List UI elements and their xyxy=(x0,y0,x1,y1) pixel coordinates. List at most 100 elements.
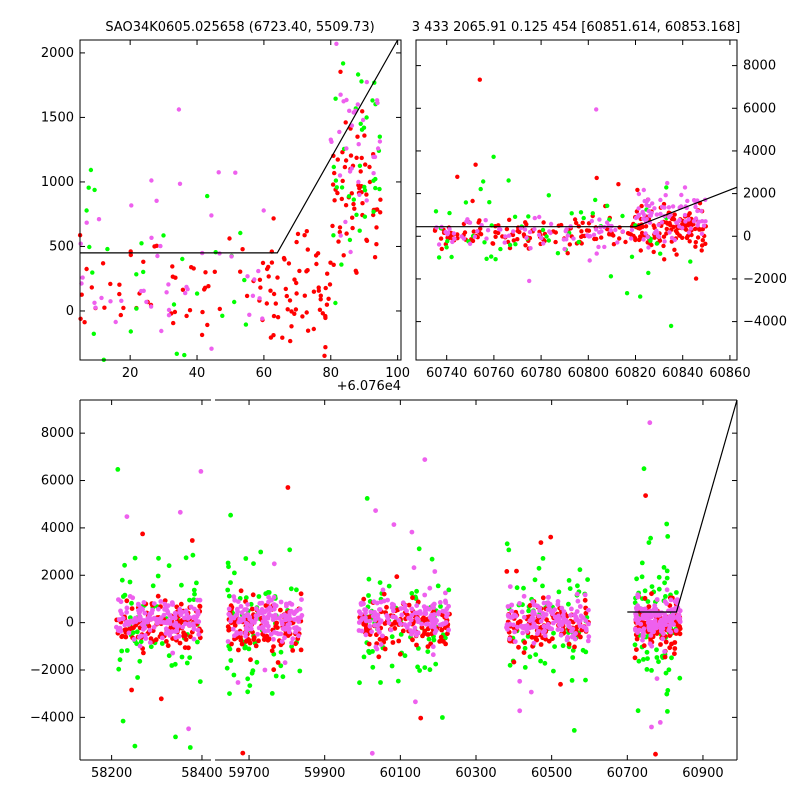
point-green xyxy=(546,238,551,243)
point-green xyxy=(639,574,645,580)
point-red xyxy=(343,158,349,163)
point-red xyxy=(677,626,683,632)
point-red xyxy=(294,291,299,296)
point-green xyxy=(491,154,496,159)
point-pink xyxy=(426,606,432,612)
point-pink xyxy=(484,236,489,241)
point-green xyxy=(88,167,94,173)
point-red xyxy=(425,644,431,649)
point-pink xyxy=(532,227,537,232)
point-red xyxy=(318,293,323,298)
point-red xyxy=(527,603,533,608)
point-red xyxy=(177,640,183,646)
point-green xyxy=(134,272,139,277)
point-red xyxy=(649,591,654,597)
point-green xyxy=(373,176,378,182)
point-pink xyxy=(385,597,390,603)
point-red xyxy=(184,313,189,319)
point-red xyxy=(337,229,342,235)
point-green xyxy=(220,313,225,318)
point-pink xyxy=(196,632,202,637)
point-green xyxy=(254,659,260,665)
point-red xyxy=(572,217,578,222)
point-pink xyxy=(225,639,231,644)
point-pink xyxy=(250,293,256,298)
point-red xyxy=(297,268,302,274)
point-pink xyxy=(118,599,124,605)
point-green xyxy=(86,185,91,190)
point-green xyxy=(389,634,395,640)
point-pink xyxy=(282,660,288,666)
y-tick-label: −4000 xyxy=(30,710,74,725)
point-pink xyxy=(594,251,599,256)
x-tick-label: 60760 xyxy=(473,366,514,381)
point-pink xyxy=(436,611,441,617)
point-red xyxy=(523,243,528,248)
point-red xyxy=(331,262,336,267)
point-red xyxy=(396,638,402,644)
point-green xyxy=(134,306,139,311)
point-red xyxy=(298,591,304,597)
point-red xyxy=(121,305,126,311)
point-pink xyxy=(390,614,396,620)
fit-line xyxy=(627,399,738,613)
point-green xyxy=(416,546,422,552)
point-pink xyxy=(169,629,175,635)
point-red xyxy=(567,242,572,247)
point-red xyxy=(349,191,354,196)
point-green xyxy=(205,193,210,199)
point-pink xyxy=(546,594,551,600)
point-red xyxy=(361,596,367,602)
title-right: 3 433 2065.91 0.125 454 [60851.614, 6085… xyxy=(412,20,741,35)
point-pink xyxy=(413,699,418,705)
point-pink xyxy=(685,198,690,204)
point-pink xyxy=(399,612,405,618)
point-pink xyxy=(195,627,201,633)
point-pink xyxy=(640,631,646,636)
point-pink xyxy=(235,599,241,604)
point-green xyxy=(506,178,511,183)
point-pink xyxy=(414,632,419,638)
point-pink xyxy=(663,622,669,628)
point-pink xyxy=(364,198,369,203)
point-green xyxy=(228,512,234,518)
point-pink xyxy=(657,720,663,725)
point-pink xyxy=(377,607,383,612)
point-pink xyxy=(634,607,640,612)
point-pink xyxy=(232,597,238,603)
point-pink xyxy=(367,623,373,629)
point-red xyxy=(292,277,297,282)
point-pink xyxy=(391,522,397,527)
point-pink xyxy=(561,609,567,614)
point-green xyxy=(251,561,256,566)
point-pink xyxy=(443,598,448,604)
point-red xyxy=(314,261,319,267)
point-pink xyxy=(163,626,169,632)
point-red xyxy=(340,150,345,155)
x-tick-label: 59700 xyxy=(228,766,269,781)
point-green xyxy=(620,213,625,219)
point-pink xyxy=(176,107,182,112)
point-green xyxy=(294,587,299,593)
point-green xyxy=(504,541,510,547)
point-red xyxy=(703,241,708,246)
point-pink xyxy=(641,187,646,193)
point-red xyxy=(471,229,476,234)
point-red xyxy=(672,651,677,657)
point-red xyxy=(664,226,669,232)
point-green xyxy=(538,658,543,664)
point-green xyxy=(608,274,614,279)
point-green xyxy=(370,664,376,670)
point-red xyxy=(700,238,705,243)
point-pink xyxy=(228,618,234,624)
point-green xyxy=(228,658,234,663)
point-pink xyxy=(467,241,473,246)
point-pink xyxy=(92,300,97,305)
point-red xyxy=(578,634,583,640)
point-red xyxy=(129,687,135,693)
point-pink xyxy=(591,232,597,237)
point-pink xyxy=(158,243,163,249)
point-red xyxy=(258,285,263,290)
point-pink xyxy=(402,622,408,628)
point-pink xyxy=(142,633,148,638)
